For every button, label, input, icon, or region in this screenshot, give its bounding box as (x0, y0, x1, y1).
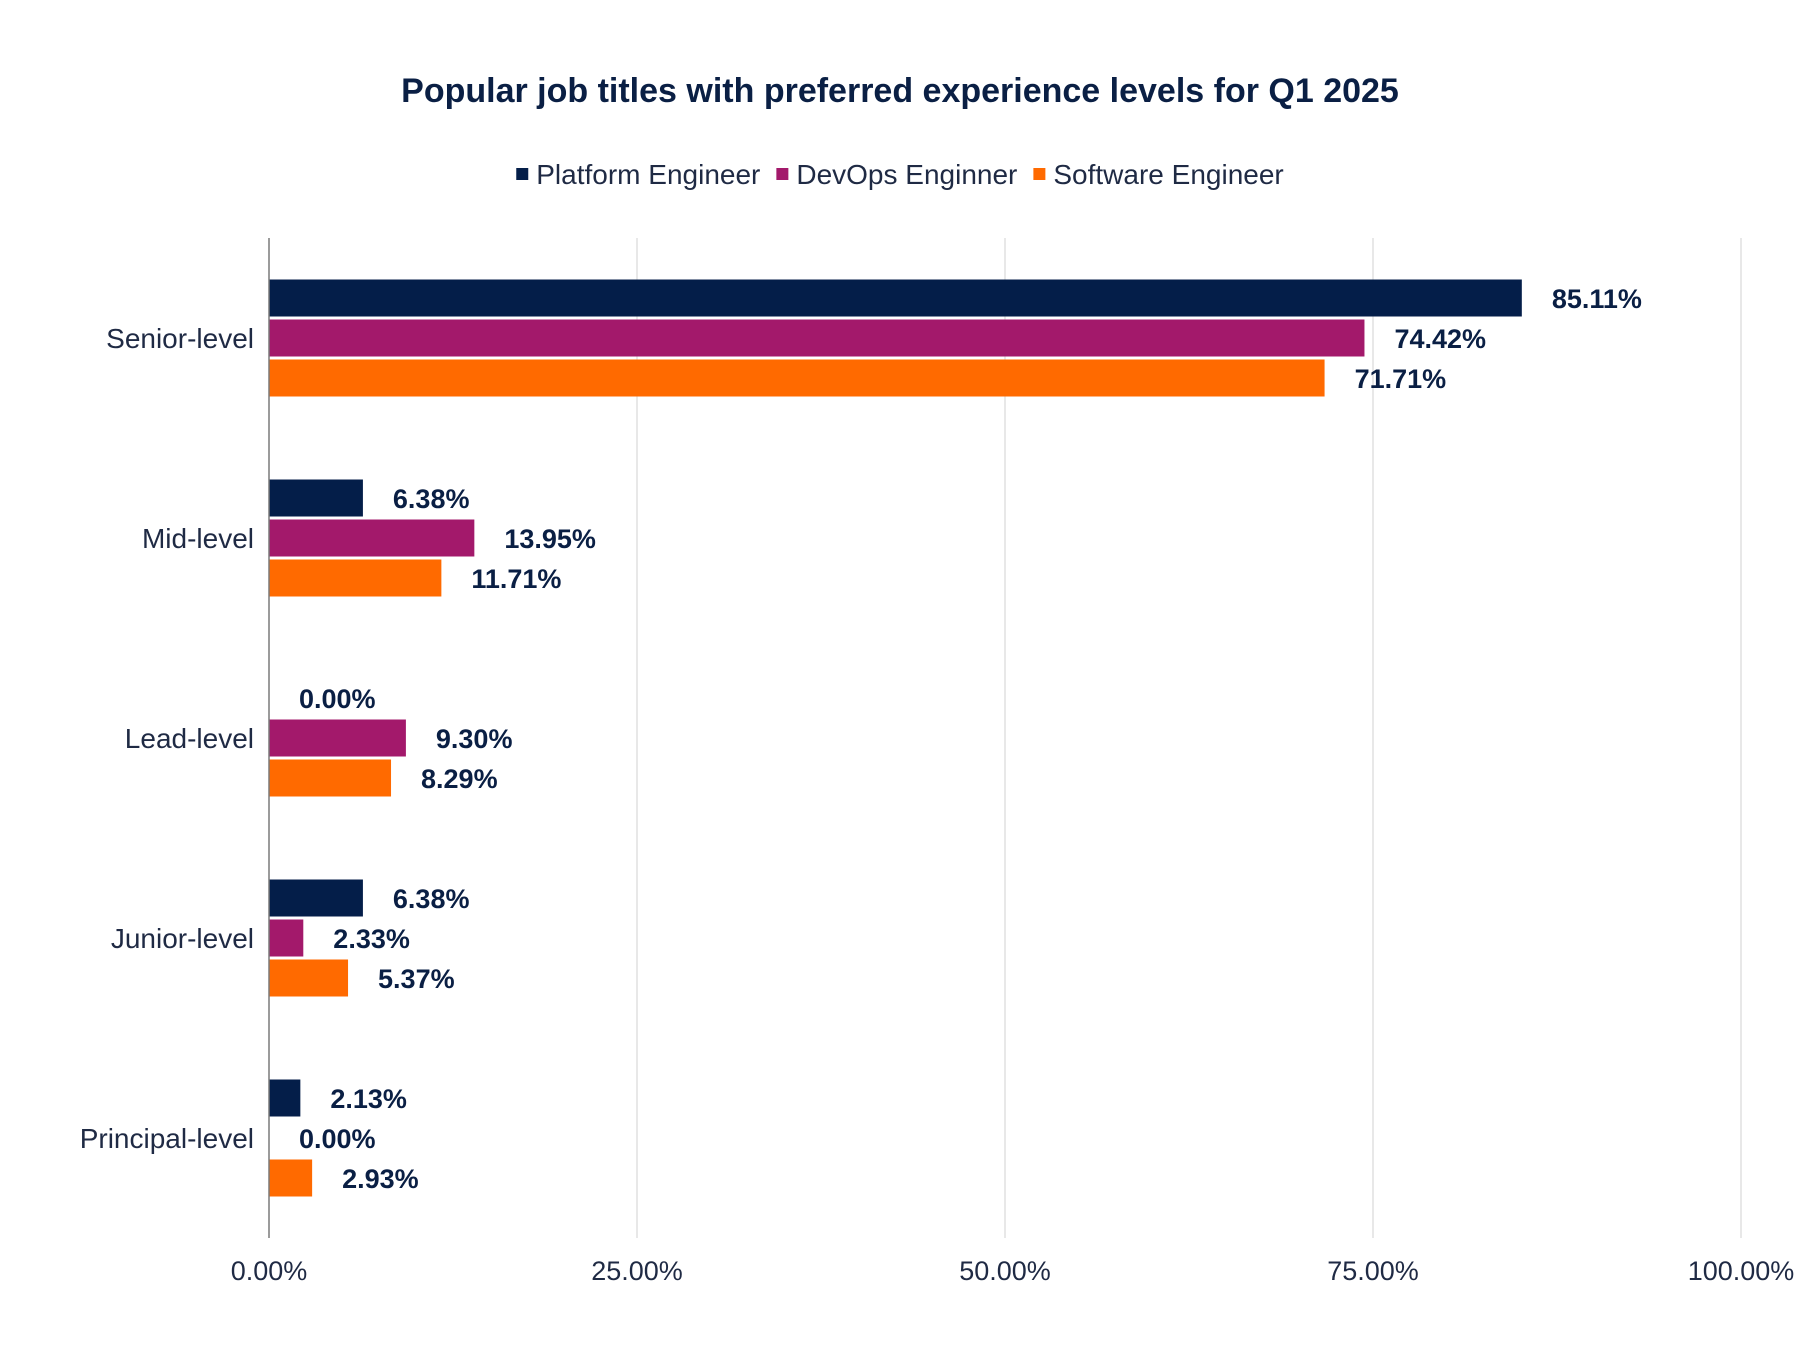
category-label-principal-level: Principal-level (80, 1123, 254, 1154)
bar-software-engineer-lead-level (269, 759, 392, 797)
x-tick-label: 25.00% (591, 1256, 683, 1286)
category-labels: Senior-level Mid-level Lead-level Junior-le… (80, 323, 254, 1154)
legend-swatch-devops-enginner (776, 168, 789, 180)
bar-software-engineer-junior-level (269, 959, 349, 997)
data-label-devops-enginner-junior-level: 2.33% (333, 924, 410, 954)
bar-devops-enginner-mid-level (269, 519, 475, 557)
legend-label-devops-enginner: DevOps Enginner (796, 159, 1017, 190)
category-label-senior-level: Senior-level (106, 323, 254, 354)
data-label-devops-enginner-mid-level: 13.95% (504, 524, 596, 554)
data-label-platform-engineer-mid-level: 6.38% (393, 484, 470, 514)
bar-platform-engineer-senior-level (269, 279, 1522, 317)
data-label-software-engineer-principal-level: 2.93% (342, 1164, 419, 1194)
x-tick-label: 0.00% (231, 1256, 308, 1286)
data-label-devops-enginner-senior-level: 74.42% (1394, 324, 1486, 354)
gridlines (636, 238, 1742, 1238)
x-tick-label: 100.00% (1688, 1256, 1795, 1286)
category-label-mid-level: Mid-level (142, 523, 254, 554)
data-label-devops-enginner-principal-level: 0.00% (299, 1124, 376, 1154)
bar-software-engineer-senior-level (269, 359, 1325, 397)
bars (269, 279, 1522, 1197)
legend-swatch-software-engineer (1033, 168, 1046, 180)
data-label-platform-engineer-senior-level: 85.11% (1552, 284, 1642, 314)
legend-label-software-engineer: Software Engineer (1053, 159, 1283, 190)
legend-label-platform-engineer: Platform Engineer (536, 159, 760, 190)
chart-title: Popular job titles with preferred experi… (401, 72, 1399, 110)
data-label-devops-enginner-lead-level: 9.30% (436, 724, 513, 754)
bar-devops-enginner-lead-level (269, 719, 406, 757)
bar-platform-engineer-principal-level (269, 1079, 301, 1117)
bar-platform-engineer-junior-level (269, 879, 363, 917)
data-label-platform-engineer-lead-level: 0.00% (299, 684, 376, 714)
data-labels: 85.11% 74.42% 71.71% 6.38% 13.95% 11.71% 0.00%… (299, 284, 1642, 1194)
data-label-platform-engineer-junior-level: 6.38% (393, 884, 470, 914)
category-label-lead-level: Lead-level (125, 723, 254, 754)
bar-software-engineer-mid-level (269, 559, 442, 597)
legend-swatch-platform-engineer (516, 168, 529, 180)
bar-platform-engineer-mid-level (269, 479, 363, 517)
x-tick-label: 50.00% (959, 1256, 1051, 1286)
x-axis-tick-labels: 0.00% 25.00% 50.00% 75.00% 100.00% (231, 1256, 1795, 1286)
bar-devops-enginner-senior-level (269, 319, 1365, 357)
data-label-software-engineer-lead-level: 8.29% (421, 764, 498, 794)
data-label-software-engineer-junior-level: 5.37% (378, 964, 455, 994)
x-tick-label: 75.00% (1327, 1256, 1419, 1286)
bar-devops-enginner-junior-level (269, 919, 304, 957)
chart-legend: Platform Engineer DevOps Enginner Software… (516, 159, 1284, 190)
category-label-junior-level: Junior-level (111, 923, 254, 954)
bar-software-engineer-principal-level (269, 1159, 313, 1197)
data-label-software-engineer-mid-level: 11.71% (471, 564, 561, 594)
data-label-software-engineer-senior-level: 71.71% (1355, 364, 1447, 394)
data-label-platform-engineer-principal-level: 2.13% (330, 1084, 407, 1114)
